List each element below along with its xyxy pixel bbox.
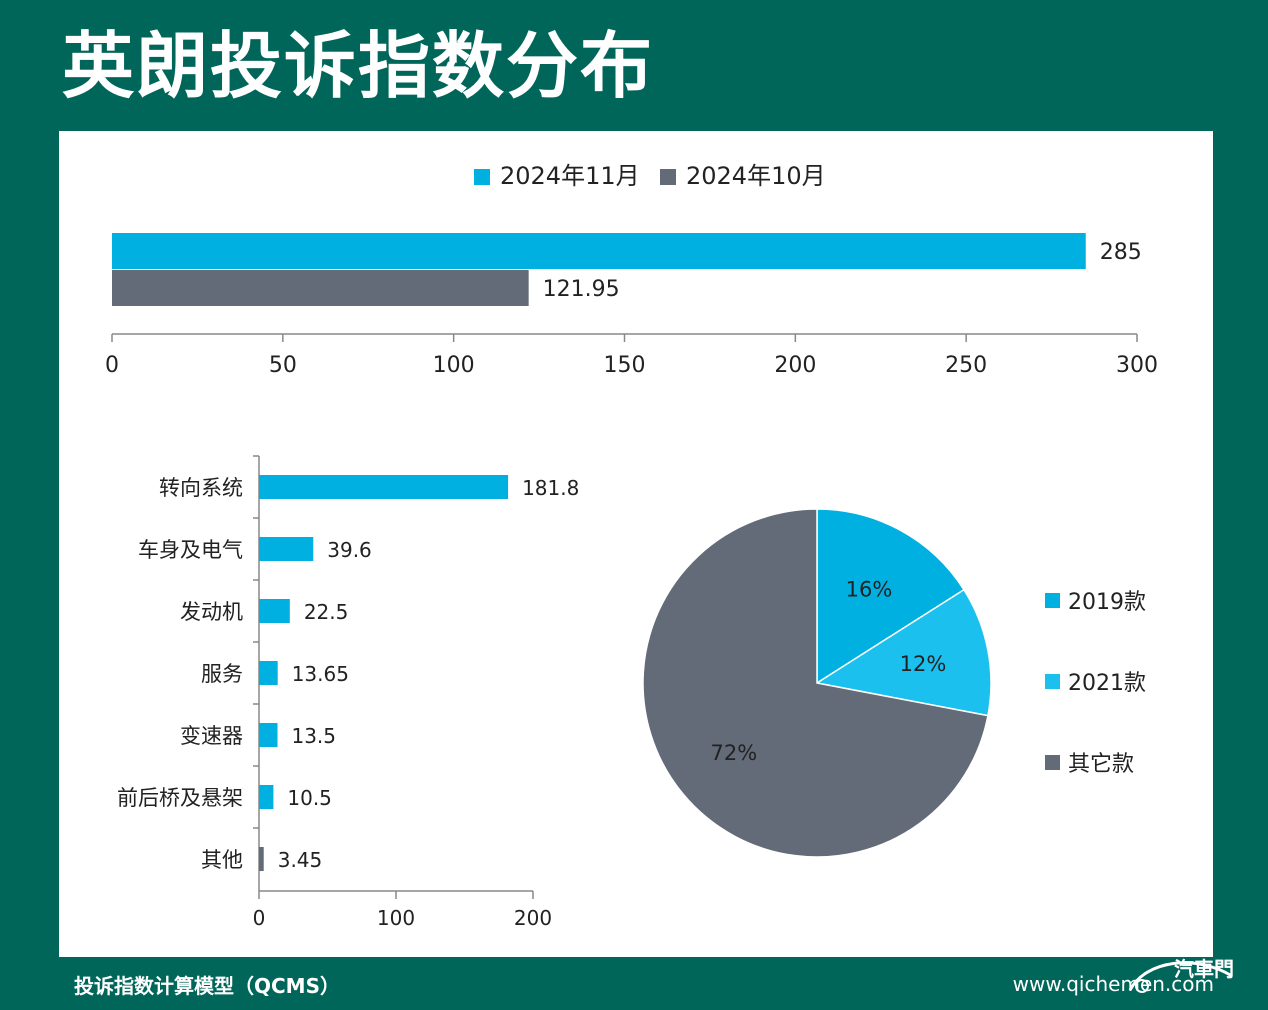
chart-panel: 2024年11月 2024年10月 285 121.95 0 50 100 150 200 250… (59, 131, 1213, 957)
bar-0 (112, 233, 1086, 269)
pie-value-label-0: 16% (846, 577, 893, 601)
category-bar-6 (259, 847, 264, 871)
x-tick-label-6: 300 (1116, 353, 1158, 378)
pie-legend-swatch-0 (1045, 593, 1060, 608)
legend-label-1: 2024年10月 (686, 162, 826, 190)
legend-label-0: 2024年11月 (500, 162, 640, 190)
x-tick-label-4: 200 (774, 353, 816, 378)
category-label-6: 其他 (201, 848, 243, 872)
category-label-0: 转向系统 (159, 476, 243, 500)
category-value-label-3: 13.65 (292, 662, 349, 686)
x-tick-label-3: 150 (604, 353, 646, 378)
category-value-label-4: 13.5 (291, 724, 336, 748)
category-label-4: 变速器 (180, 724, 243, 748)
pie-slice-2 (642, 508, 989, 858)
category-value-label-5: 10.5 (287, 786, 332, 810)
category-label-1: 车身及电气 (138, 538, 243, 562)
category-value-label-0: 181.8 (522, 476, 579, 500)
category-bar-0 (259, 475, 509, 499)
pie-legend-label-0: 2019款 (1068, 590, 1146, 615)
bar-value-label-0: 285 (1100, 240, 1142, 265)
category-bar-3 (259, 661, 278, 685)
category-bar-5 (259, 785, 274, 809)
category-label-2: 发动机 (180, 600, 243, 624)
legend-swatch-0 (474, 169, 490, 185)
pie-legend-label-1: 2021款 (1068, 671, 1146, 696)
logo-text: 汽車門 (1174, 957, 1234, 981)
category-label-5: 前后桥及悬架 (117, 786, 243, 810)
category-label-3: 服务 (201, 662, 243, 686)
bar-1 (112, 270, 529, 306)
category-bar-1 (259, 537, 314, 561)
category-value-label-1: 39.6 (327, 538, 372, 562)
category-value-label-2: 22.5 (304, 600, 349, 624)
x-tick-label-2: 100 (433, 353, 475, 378)
x-tick-label-0: 0 (105, 353, 119, 378)
x2-tick-label-0: 0 (253, 906, 266, 930)
page-title: 英朗投诉指数分布 (62, 24, 655, 108)
pie-slice-0 (816, 508, 965, 685)
category-bar-2 (259, 599, 290, 623)
category-bar-4 (259, 723, 278, 747)
pie-slice-1 (814, 588, 992, 717)
pie-legend-swatch-2 (1045, 755, 1060, 770)
charts-svg: 2024年11月 2024年10月 285 121.95 0 50 100 150 200 250… (105, 162, 1158, 930)
footer-website[interactable]: www.qichemen.com (1012, 972, 1214, 996)
x-tick-label-5: 250 (945, 353, 987, 378)
pie-value-label-1: 12% (900, 652, 947, 676)
x2-tick-label-2: 200 (514, 906, 552, 930)
pie-legend-swatch-1 (1045, 674, 1060, 689)
bar-value-label-1: 121.95 (543, 277, 620, 302)
legend-swatch-1 (660, 169, 676, 185)
pie-value-label-2: 72% (711, 741, 758, 765)
category-value-label-6: 3.45 (278, 848, 323, 872)
car-logo-icon (1128, 961, 1233, 993)
footer-model-label: 投诉指数计算模型（QCMS） (74, 974, 340, 998)
x2-tick-label-1: 100 (377, 906, 415, 930)
x-tick-label-1: 50 (269, 353, 297, 378)
pie-legend-label-2: 其它款 (1068, 752, 1134, 777)
